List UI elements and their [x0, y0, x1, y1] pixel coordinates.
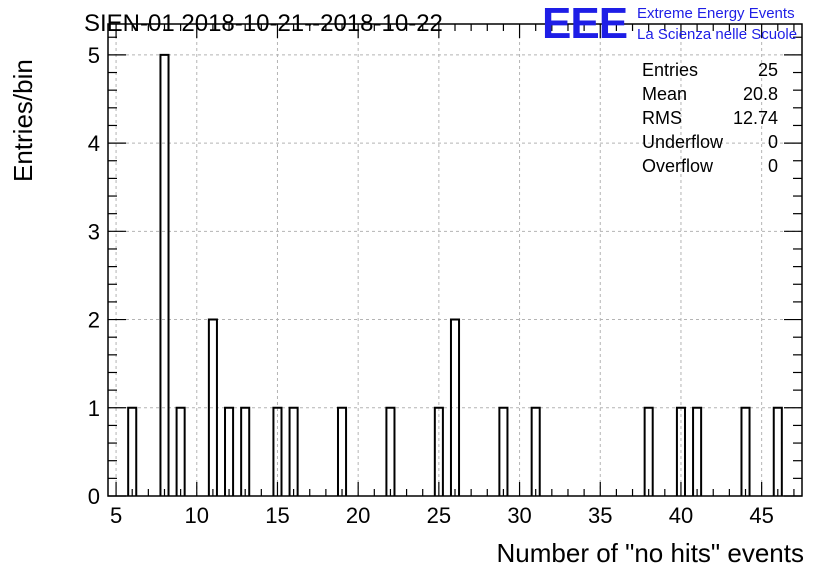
stats-row-overflow: Overflow 0	[642, 156, 778, 180]
histogram-bar	[692, 406, 703, 496]
histogram-bar	[272, 406, 283, 496]
logo-mark: EEE	[542, 0, 628, 48]
logo-line-1: Extreme Energy Events	[637, 5, 795, 22]
x-tick-label: 45	[749, 503, 773, 528]
stats-value: 0	[767, 132, 778, 152]
histogram-bar	[288, 406, 299, 496]
stats-label: Underflow	[642, 132, 724, 152]
stats-row-underflow: Underflow 0	[642, 132, 778, 156]
stats-label: Entries	[642, 60, 699, 80]
histogram-bar	[740, 406, 751, 496]
x-tick-label: 40	[669, 503, 693, 528]
stats-value: 25	[757, 60, 778, 80]
x-tick-label: 5	[110, 503, 122, 528]
histogram-bar	[385, 406, 396, 496]
histogram-bar	[449, 318, 461, 496]
x-tick-label: 25	[427, 503, 451, 528]
x-tick-label: 30	[507, 503, 531, 528]
y-axis-label: Entries/bin	[8, 59, 38, 182]
histogram-bar	[643, 406, 654, 496]
stats-label: Mean	[642, 84, 688, 104]
stats-value: 20.8	[742, 84, 778, 104]
stats-label: Overflow	[642, 156, 714, 176]
x-tick-label: 35	[588, 503, 612, 528]
chart-title: SIEN-01 2018-10-21--2018-10-22	[84, 10, 443, 37]
histogram-bar	[433, 406, 444, 496]
stats-value: 12.74	[732, 108, 778, 128]
x-tick-label: 10	[185, 503, 209, 528]
y-tick-label: 0	[88, 484, 100, 509]
histogram-bar	[127, 406, 138, 496]
histogram-bar	[240, 406, 251, 496]
logo-line-2: La Scienza nelle Scuole	[637, 26, 798, 43]
y-tick-label: 1	[88, 396, 100, 421]
histogram-bar	[224, 406, 235, 496]
x-axis-label: Number of "no hits" events	[496, 538, 805, 568]
histogram-bar	[175, 406, 186, 496]
stats-value: 0	[767, 156, 778, 176]
y-tick-label: 4	[88, 131, 100, 156]
histogram-bar	[159, 53, 170, 496]
stats-row-mean: Mean 20.8	[642, 84, 778, 108]
histogram-bar	[675, 406, 686, 496]
stats-row-rms: RMS 12.74	[642, 108, 778, 132]
stats-box: Entries 25 Mean 20.8 RMS 12.74 Underflow…	[642, 60, 778, 180]
histogram-bar	[772, 406, 783, 496]
y-tick-label: 5	[88, 43, 100, 68]
x-tick-label: 15	[265, 503, 289, 528]
stats-row-entries: Entries 25	[642, 60, 778, 84]
histogram-bar	[336, 406, 348, 496]
histogram-bar	[498, 406, 509, 496]
histogram-bar	[207, 318, 218, 496]
histogram-bar	[530, 406, 541, 496]
stats-label: RMS	[642, 108, 682, 128]
y-tick-label: 3	[88, 219, 100, 244]
y-tick-label: 2	[88, 308, 100, 333]
x-tick-label: 20	[346, 503, 370, 528]
